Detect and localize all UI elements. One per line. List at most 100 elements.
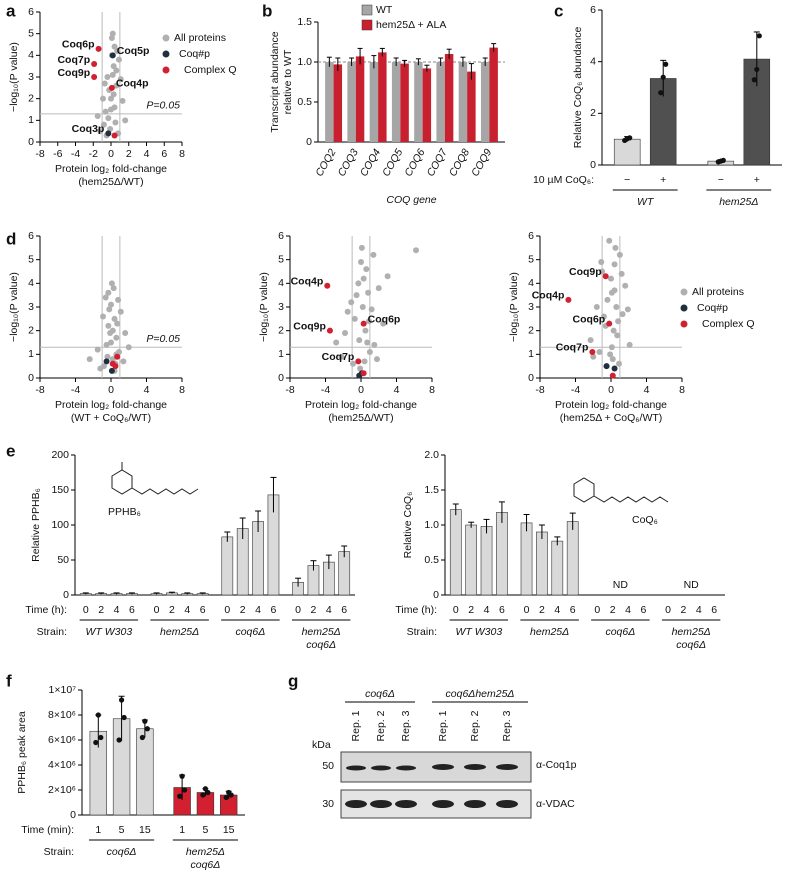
replicate-point [663, 61, 669, 67]
x-tick-label: 2 [169, 604, 175, 616]
replicate-point [139, 734, 145, 741]
x-tick-label: 8 [429, 384, 435, 396]
group-label: WT W303 [86, 626, 133, 638]
y-axis-label: −log₁₀(P value) [258, 272, 270, 342]
point [384, 273, 391, 280]
panel-label: f [6, 671, 12, 690]
x-tick-label: 6 [570, 604, 576, 616]
point [109, 71, 116, 78]
point [91, 74, 98, 80]
point [338, 353, 345, 360]
replicate-point [93, 739, 99, 746]
point [360, 370, 367, 377]
x-tick-label: 2 [468, 604, 474, 616]
legend-label: WT [376, 4, 393, 16]
x-tick-label: 0 [108, 384, 114, 396]
x-tick-label: 4 [114, 604, 120, 616]
panel-label: c [554, 1, 563, 20]
replicate-point [754, 66, 760, 73]
point [358, 244, 365, 251]
bar [338, 551, 351, 596]
x-tick-label: 8 [179, 384, 185, 396]
row-label: Time (h): [395, 604, 437, 616]
y-axis-label: Relative CoQ₆ [402, 492, 414, 559]
replicate-point [200, 792, 206, 798]
point [113, 67, 120, 74]
point [111, 132, 118, 139]
group-label: hem25Δ [302, 626, 341, 638]
bar [436, 62, 445, 142]
legend-marker [162, 66, 170, 74]
point [105, 322, 112, 329]
legend-swatch [361, 4, 373, 16]
y-tick-label: 1 [28, 114, 34, 126]
point [353, 292, 360, 299]
y-tick-label: 5 [28, 253, 34, 265]
x-tick-label: 2 [98, 604, 104, 616]
replicate-point [627, 135, 633, 141]
point-label: Coq7p [57, 54, 90, 66]
point [100, 95, 107, 102]
panel-label: e [6, 441, 15, 460]
point [111, 315, 118, 322]
y-tick-label: 0 [70, 809, 76, 821]
x-tick-label: 5 [202, 824, 208, 836]
group-label: coq6Δ [605, 626, 635, 638]
x-tick-label: 2 [539, 604, 545, 616]
x-tick-label: -8 [35, 148, 44, 160]
point [614, 332, 621, 339]
bar [414, 62, 423, 142]
y-tick-label: 4×10⁶ [48, 759, 76, 771]
legend-label: All proteins [174, 32, 226, 44]
x-tick-label: -8 [535, 384, 544, 396]
x-tick-label: COQ4 [358, 147, 383, 179]
point [86, 356, 93, 363]
point [598, 259, 605, 266]
y-tick-label: 1.0 [297, 56, 312, 68]
y-tick-label: 100 [51, 519, 69, 531]
x-tick-label: COQ6 [402, 147, 427, 179]
legend-marker [162, 50, 170, 58]
point [600, 313, 607, 320]
x-tick-label: + [754, 174, 760, 186]
marker-label: 50 [322, 760, 334, 772]
bar [489, 47, 498, 142]
point [113, 82, 120, 89]
x-axis-label: (WT + CoQ₆/WT) [71, 412, 151, 424]
point [602, 273, 609, 280]
point [109, 52, 116, 59]
y-tick-label: 150 [51, 484, 69, 496]
threshold-label: P=0.05 [146, 333, 180, 345]
point [608, 344, 615, 351]
replicate-point [142, 718, 148, 724]
point [365, 289, 372, 296]
x-tick-label: 4 [184, 604, 190, 616]
point [120, 358, 127, 365]
point [356, 337, 363, 344]
point [117, 76, 124, 83]
y-tick-label: 1.5 [424, 484, 439, 496]
point [326, 327, 333, 334]
row-label: Time (min): [21, 824, 74, 836]
bar [566, 521, 579, 596]
point [100, 121, 107, 128]
structure-label: CoQ₆ [632, 514, 658, 526]
y-tick-label: 4 [28, 277, 34, 289]
legend-label: Complex Q [184, 64, 237, 76]
point [119, 97, 126, 104]
replicate-point [98, 734, 104, 741]
x-tick-label: 0 [295, 604, 301, 616]
point [565, 296, 572, 303]
point [368, 306, 375, 313]
bar [480, 526, 493, 596]
replicate-point [116, 737, 122, 743]
bar [520, 522, 533, 596]
point [358, 259, 364, 266]
x-axis-label: COQ gene [386, 194, 436, 206]
point [589, 348, 596, 355]
y-tick-label: 8×10⁶ [48, 709, 76, 721]
group-label: hem25Δ [530, 626, 569, 638]
point [105, 289, 112, 296]
point [111, 43, 118, 50]
point [115, 296, 122, 303]
